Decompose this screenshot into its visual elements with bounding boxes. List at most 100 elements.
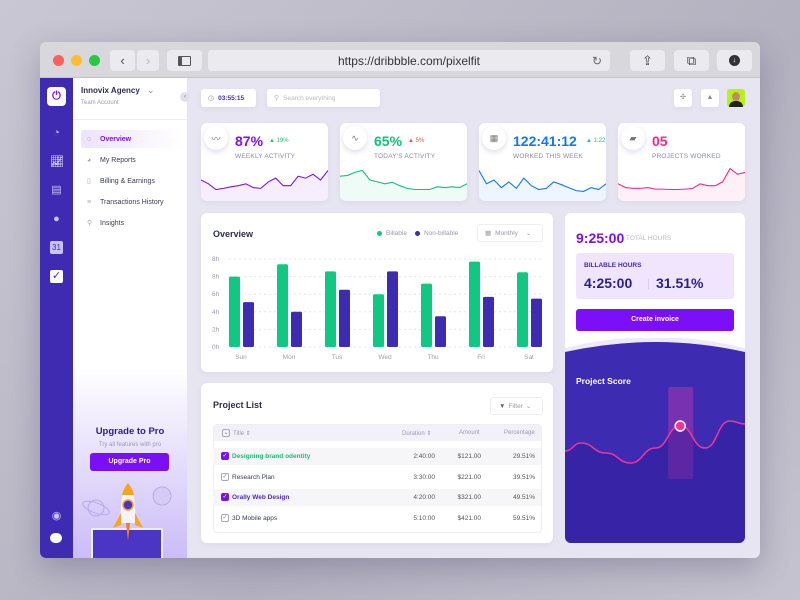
table-row[interactable]: ✓ Research Plan 3:30:00 $221.00 39.51%: [213, 469, 541, 486]
calendar-icon: ▦: [482, 126, 506, 150]
bar-billable-wed[interactable]: [373, 294, 384, 347]
nav-item-label: Transactions History: [100, 198, 164, 206]
sidebar-icon: [178, 55, 191, 66]
create-invoice-button[interactable]: Create invoice: [576, 309, 734, 331]
search-input[interactable]: ⚲ Search everything: [267, 89, 380, 107]
table-row[interactable]: ✓ Designing brand odentity 2:40:00 $121.…: [213, 448, 541, 465]
trend-icon: 〰: [204, 126, 228, 150]
table-header: ⌄ Title ⇕ Duration ⇕ Amount Percentage: [214, 425, 541, 441]
location-icon[interactable]: ●: [53, 213, 60, 225]
bar-billable-sun[interactable]: [229, 276, 240, 347]
bar-nonbillable-fri[interactable]: [483, 296, 494, 347]
file-icon[interactable]: ▤: [51, 184, 62, 196]
bar-nonbillable-mon[interactable]: [291, 311, 302, 347]
stat-card: ∿ 65% ▲ 5% TODAY'S ACTIVITY: [340, 123, 467, 201]
bar-billable-thu[interactable]: [421, 283, 432, 347]
share-button[interactable]: ⇪: [630, 50, 665, 71]
nav-panel: Innovix Agency ⌄ Team Account ‹ ◌ Overvie…: [73, 78, 190, 558]
row-checkbox[interactable]: ✓: [221, 472, 229, 481]
nav-item-my-reports[interactable]: ◕ My Reports: [87, 152, 136, 168]
bar-nonbillable-thu[interactable]: [435, 316, 446, 347]
score-point[interactable]: [674, 420, 686, 432]
bar-billable-tus[interactable]: [325, 271, 336, 347]
forward-button[interactable]: ›: [137, 50, 159, 71]
apps-button[interactable]: ✣: [674, 89, 692, 107]
row-checkbox[interactable]: ✓: [221, 493, 229, 501]
pie-icon: ◕: [87, 156, 92, 164]
bar-billable-fri[interactable]: [469, 261, 480, 347]
sidebar-toggle-button[interactable]: [167, 50, 202, 71]
sparkline: [340, 169, 467, 201]
table-row[interactable]: ✓ 3D Mobile apps 5:10:00 $421.00 59.51%: [213, 510, 541, 527]
project-amount: $121.00: [457, 453, 482, 460]
project-list-title: Project List: [213, 400, 263, 410]
avatar[interactable]: [727, 89, 745, 107]
downloads-button[interactable]: ↓: [717, 50, 752, 71]
project-score-title: Project Score: [576, 376, 631, 386]
project-list-card: Project List ▼ Filter ⌄ ⌄ Title ⇕ Duration…: [201, 383, 553, 543]
bar-nonbillable-sat[interactable]: [531, 298, 542, 347]
bar-nonbillable-tus[interactable]: [339, 289, 350, 347]
header-duration[interactable]: Duration ⇕: [402, 431, 432, 437]
period-select[interactable]: ▦ Monthly ⌄: [477, 224, 543, 242]
x-tick-label: Fri: [477, 354, 485, 361]
settings-icon[interactable]: ◉: [51, 510, 62, 522]
chevron-right-icon: ›: [145, 53, 151, 68]
stat-label: WEEKLY ACTIVITY: [235, 153, 296, 160]
chart-icon[interactable]: 📈︎: [50, 156, 64, 168]
minimize-window-button[interactable]: [71, 55, 82, 66]
chevron-down-icon[interactable]: ⌄: [147, 85, 155, 95]
close-window-button[interactable]: [53, 55, 64, 66]
project-percentage: 39.51%: [512, 473, 535, 481]
toggle-icon[interactable]: [50, 533, 62, 543]
bar-billable-sat[interactable]: [517, 272, 528, 347]
bar-nonbillable-sun[interactable]: [243, 302, 254, 347]
clock-icon[interactable]: ◔: [53, 127, 60, 139]
filter-label: Filter: [508, 402, 523, 410]
project-percentage: 59.51%: [512, 514, 535, 522]
account-name[interactable]: Innovix Agency: [81, 86, 140, 95]
back-button[interactable]: ‹: [110, 50, 135, 71]
sparkline-line: [618, 167, 745, 191]
table-row[interactable]: ✓ Orally Web Design 4:20:00 $321.00 49.5…: [213, 489, 541, 506]
reload-icon[interactable]: ↻: [591, 53, 602, 68]
bar-billable-mon[interactable]: [277, 264, 288, 347]
puzzle-icon: ✣: [680, 94, 686, 101]
y-tick-label: 6h: [212, 291, 220, 298]
address-bar[interactable]: https://dribbble.com/pixelfit ↻: [208, 50, 610, 71]
project-table: [213, 424, 542, 533]
nav-item-overview[interactable]: ◌ Overview: [87, 131, 131, 147]
notifications-button[interactable]: ▲: [701, 89, 719, 107]
maximize-window-button[interactable]: [89, 55, 100, 66]
bar-nonbillable-wed[interactable]: [387, 271, 398, 347]
upgrade-pro-button[interactable]: Upgrade Pro: [90, 453, 169, 471]
calendar-icon[interactable]: 31: [50, 241, 63, 254]
x-tick-label: Wed: [378, 354, 392, 361]
sparkline: [479, 170, 606, 201]
timer-value: 03:55:15: [218, 94, 245, 102]
filter-button[interactable]: ▼ Filter ⌄: [490, 397, 543, 415]
header-title[interactable]: Title ⇕: [233, 431, 251, 437]
project-amount: $221.00: [457, 473, 482, 481]
sparkline: [618, 167, 745, 201]
billable-label: BILLABLE HOURS: [584, 262, 642, 269]
url-text: https://dribbble.com/pixelfit: [337, 53, 481, 68]
chevron-down-icon: ⌄: [525, 230, 532, 237]
tabs-button[interactable]: ⧉: [674, 50, 709, 71]
pulse-icon: ∿: [343, 126, 367, 150]
timer[interactable]: ◷ 03:55:15: [201, 89, 256, 107]
collapse-sidebar-button[interactable]: ‹: [180, 92, 190, 102]
project-percentage: 29.51%: [512, 453, 535, 460]
search-placeholder: Search everything: [283, 94, 336, 102]
row-checkbox[interactable]: ✓: [221, 452, 229, 460]
score-area: [565, 421, 745, 543]
nav-item-label: Insights: [100, 219, 125, 227]
select-all-checkbox[interactable]: ⌄: [222, 429, 230, 437]
checkbox-icon[interactable]: ✓: [50, 270, 63, 283]
nav-item-insights[interactable]: ⚲ Insights: [87, 215, 124, 231]
stat-value: 122:41:12: [513, 133, 577, 149]
tabs-icon: ⧉: [686, 52, 697, 68]
nav-item-billing-earnings[interactable]: ▯ Billing & Earnings: [87, 173, 155, 189]
nav-item-transactions-history[interactable]: ≡ Transactions History: [87, 194, 164, 210]
row-checkbox[interactable]: ✓: [221, 513, 229, 522]
